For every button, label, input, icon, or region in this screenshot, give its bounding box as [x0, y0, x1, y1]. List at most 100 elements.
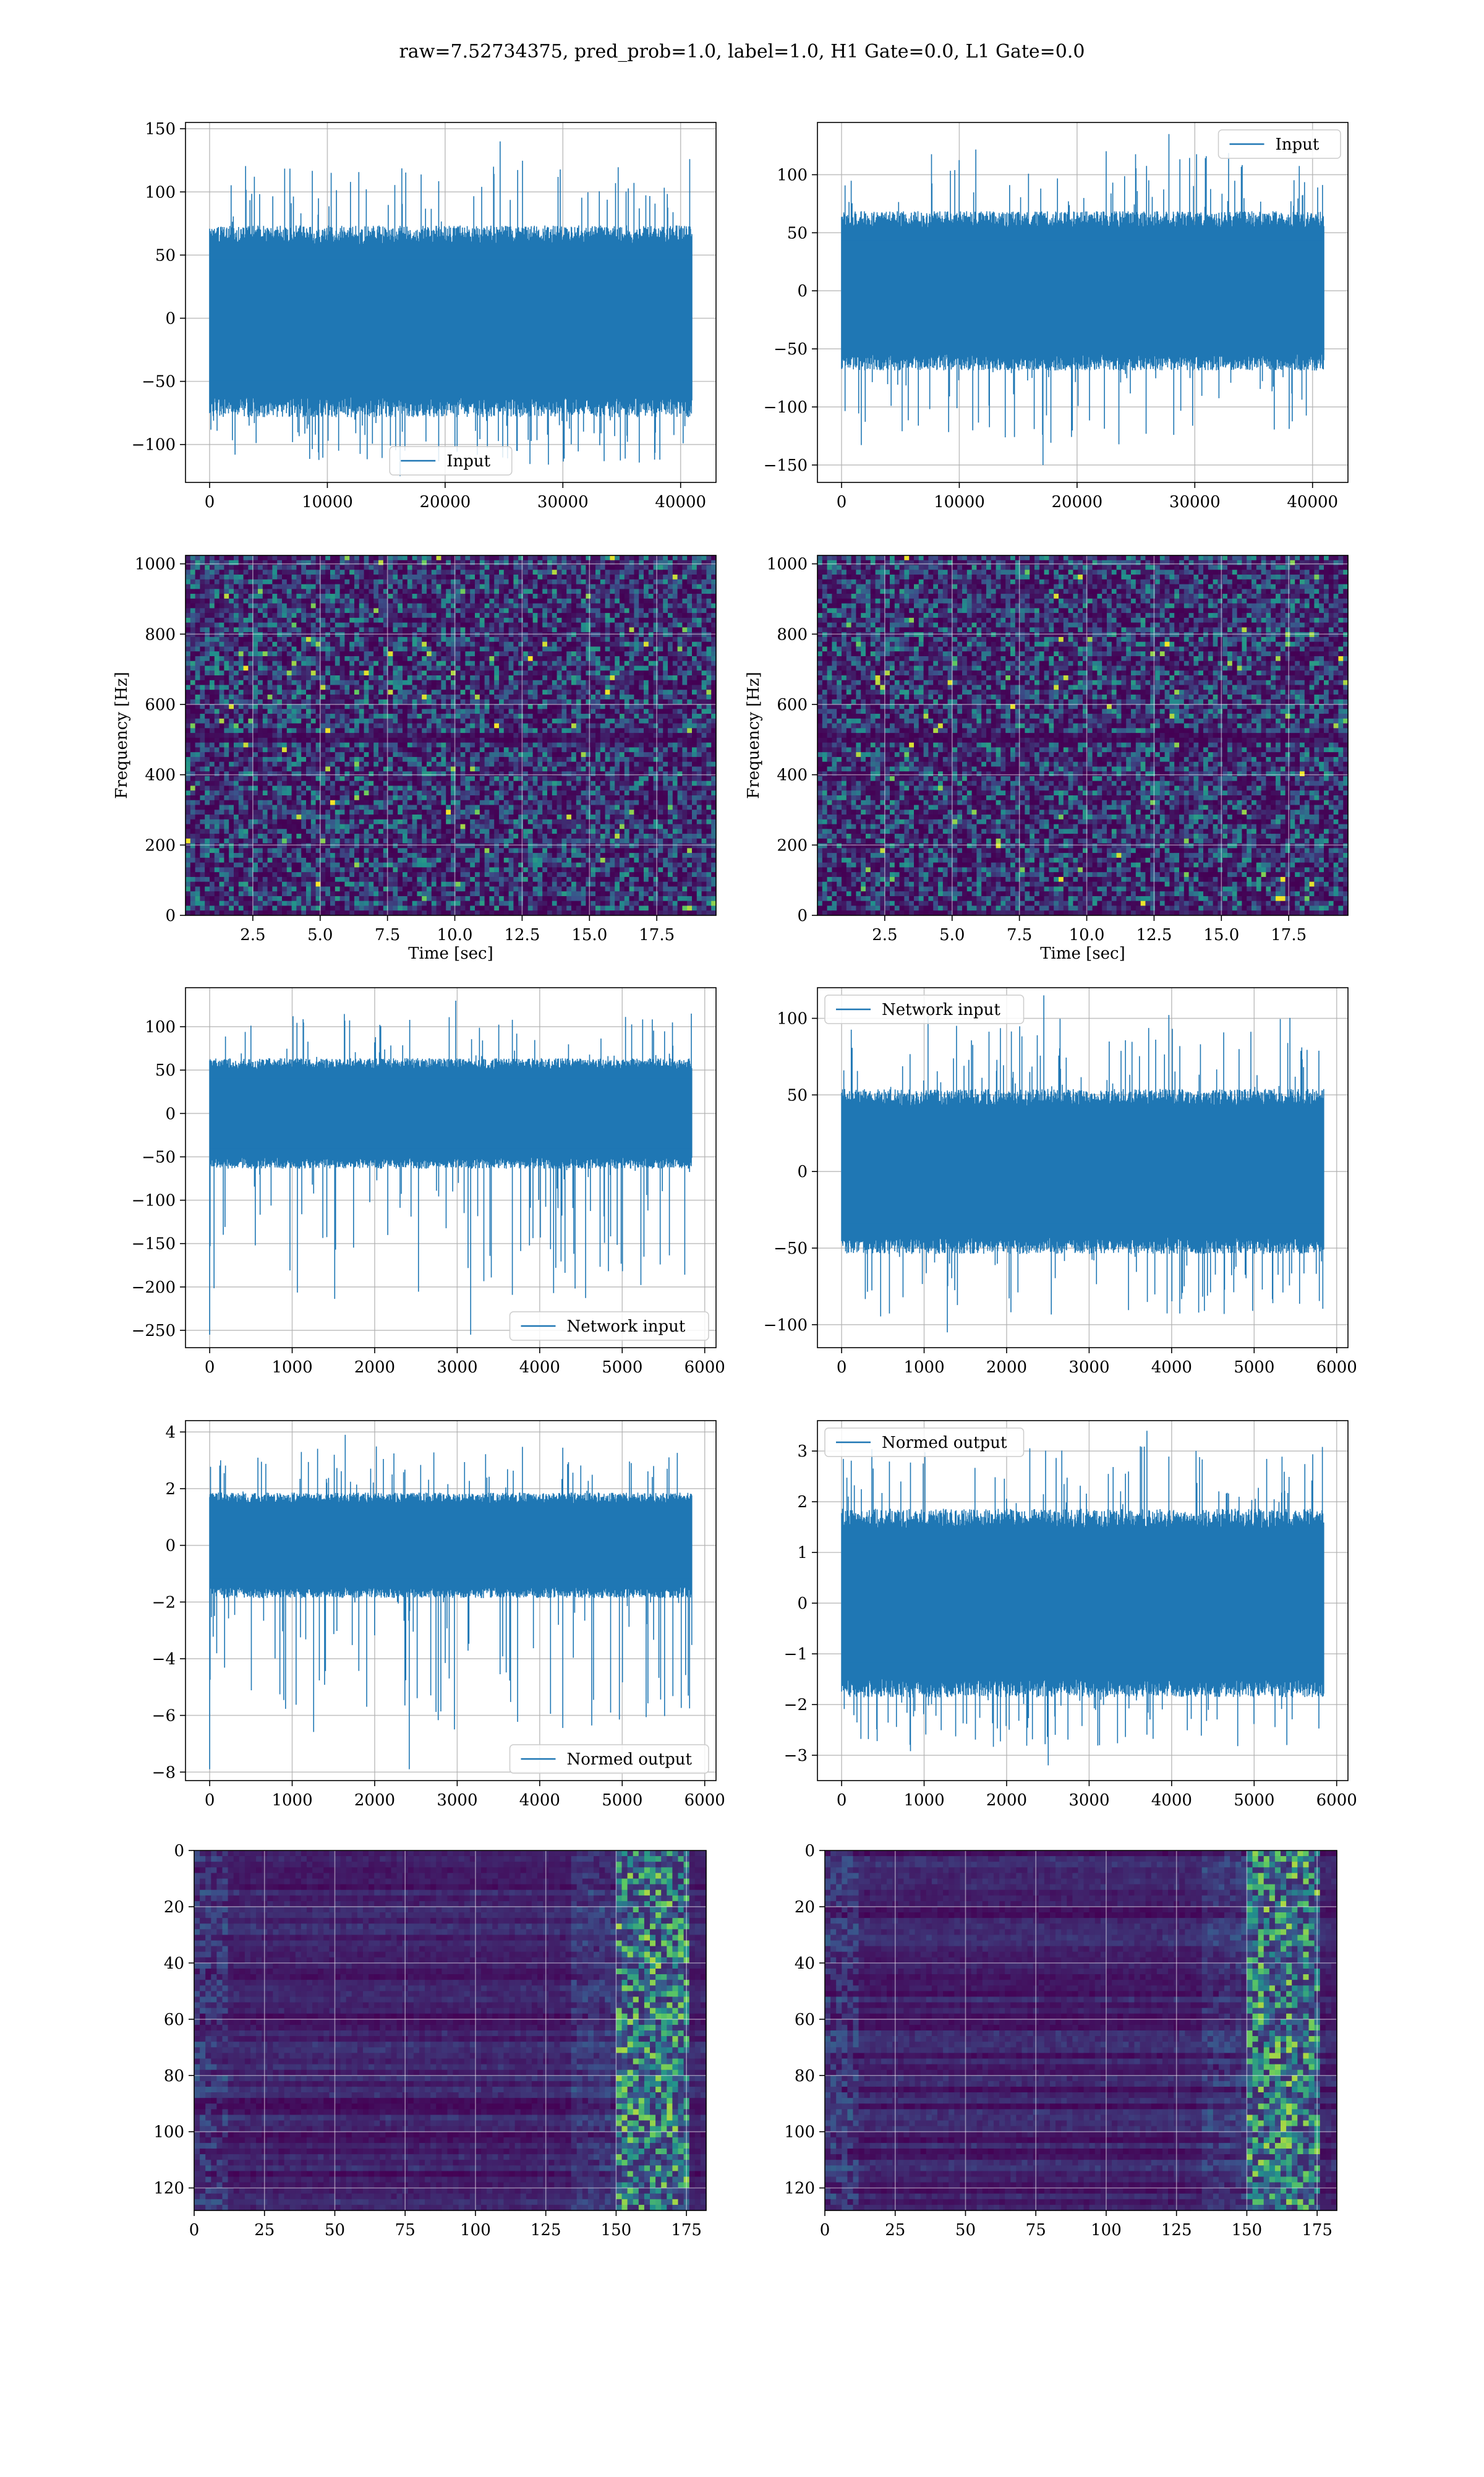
x-tick-label: 15.0 — [1203, 926, 1239, 944]
x-tick-label: 50 — [325, 2221, 345, 2240]
x-tick-label: 25 — [885, 2221, 905, 2240]
x-tick-label: 4000 — [1151, 1791, 1192, 1810]
x-tick-label: 12.5 — [1136, 926, 1172, 944]
x-tick-label: 6000 — [1316, 1791, 1357, 1810]
x-tick-label: 50 — [955, 2221, 976, 2240]
x-axis-label: Time [sec] — [1040, 944, 1125, 963]
x-tick-label: 0 — [837, 1358, 847, 1377]
y-tick-label: 100 — [784, 2123, 815, 2142]
x-tick-label: 6000 — [1316, 1358, 1357, 1377]
x-tick-label: 20000 — [1052, 493, 1103, 511]
y-tick-label: −100 — [764, 1316, 808, 1335]
y-tick-label: −4 — [152, 1650, 176, 1669]
x-tick-label: 3000 — [437, 1791, 477, 1810]
x-tick-label: 3000 — [1068, 1791, 1109, 1810]
legend: Network input — [510, 1312, 709, 1340]
x-tick-label: 17.5 — [639, 926, 675, 944]
y-tick-label: 80 — [795, 2067, 815, 2086]
x-tick-label: 75 — [1026, 2221, 1046, 2240]
y-tick-label: −50 — [774, 340, 808, 359]
figure-suptitle: raw=7.52734375, pred_prob=1.0, label=1.0… — [0, 41, 1484, 62]
x-tick-label: 1000 — [271, 1358, 312, 1377]
x-tick-label: 40000 — [1287, 493, 1338, 511]
plot-area — [186, 1421, 716, 1781]
x-tick-label: 0 — [205, 1358, 215, 1377]
heatmap-cells — [194, 1850, 707, 2211]
x-tick-label: 2000 — [986, 1791, 1027, 1810]
y-tick-label: 20 — [164, 1898, 184, 1917]
y-tick-label: 600 — [145, 696, 176, 714]
y-tick-label: −2 — [784, 1696, 808, 1714]
y-tick-label: 0 — [165, 1537, 176, 1555]
y-tick-label: 200 — [145, 836, 176, 855]
x-tick-label: 4000 — [519, 1791, 560, 1810]
legend-label: Network input — [882, 1001, 1000, 1019]
x-tick-label: 75 — [395, 2221, 416, 2240]
x-tick-label: 10000 — [302, 493, 353, 511]
y-tick-label: 40 — [795, 1954, 815, 1973]
y-tick-label: −6 — [152, 1707, 176, 1726]
x-tick-label: 5.0 — [307, 926, 333, 944]
y-tick-label: 0 — [797, 907, 808, 925]
y-tick-label: 20 — [795, 1898, 815, 1917]
y-tick-label: 2 — [797, 1493, 808, 1512]
legend: Normed output — [510, 1745, 709, 1773]
y-tick-label: −150 — [132, 1235, 176, 1254]
x-tick-label: 30000 — [1169, 493, 1221, 511]
y-tick-label: 100 — [145, 183, 176, 202]
y-tick-label: 50 — [787, 224, 808, 242]
y-tick-label: −50 — [774, 1239, 808, 1258]
x-tick-label: 0 — [820, 2221, 830, 2240]
y-tick-label: 200 — [777, 836, 808, 855]
y-tick-label: −1 — [784, 1645, 808, 1664]
x-tick-label: 175 — [671, 2221, 702, 2240]
x-tick-label: 10.0 — [1069, 926, 1105, 944]
x-tick-label: 4000 — [1151, 1358, 1192, 1377]
y-axis-label: Frequency [Hz] — [744, 672, 763, 799]
x-tick-label: 6000 — [684, 1791, 725, 1810]
legend: Input — [1219, 130, 1341, 158]
x-tick-label: 0 — [189, 2221, 200, 2240]
y-tick-label: 120 — [784, 2180, 815, 2198]
x-tick-label: 0 — [837, 1791, 847, 1810]
y-tick-label: −100 — [132, 1192, 176, 1210]
y-axis-label: Frequency [Hz] — [113, 672, 131, 799]
heatmap-cells — [186, 555, 717, 916]
x-tick-label: 0 — [205, 493, 215, 511]
y-tick-label: 2 — [165, 1480, 176, 1499]
y-tick-label: −250 — [132, 1322, 176, 1340]
y-tick-label: 4 — [165, 1423, 176, 1442]
x-tick-label: 150 — [1232, 2221, 1263, 2240]
y-tick-label: 100 — [777, 1010, 808, 1029]
x-tick-label: 2.5 — [240, 926, 265, 944]
y-tick-label: −3 — [784, 1747, 808, 1765]
heatmap-cells — [817, 555, 1349, 916]
y-tick-label: 0 — [165, 310, 176, 328]
series-core — [210, 1512, 692, 1579]
x-tick-label: 125 — [531, 2221, 561, 2240]
legend-label: Network input — [567, 1317, 686, 1336]
legend-label: Input — [446, 452, 490, 471]
y-tick-label: 600 — [777, 696, 808, 714]
x-tick-label: 100 — [460, 2221, 491, 2240]
y-tick-label: −150 — [764, 456, 808, 475]
x-tick-label: 15.0 — [571, 926, 607, 944]
y-tick-label: 1000 — [135, 555, 176, 574]
y-tick-label: 0 — [804, 1842, 815, 1860]
y-tick-label: 0 — [174, 1842, 184, 1860]
y-tick-label: 0 — [165, 1105, 176, 1123]
y-tick-label: −50 — [142, 373, 176, 391]
x-tick-label: 0 — [837, 493, 847, 511]
x-tick-label: 2.5 — [872, 926, 897, 944]
x-tick-label: 7.5 — [1007, 926, 1032, 944]
x-tick-label: 10.0 — [437, 926, 473, 944]
x-tick-label: 7.5 — [375, 926, 400, 944]
